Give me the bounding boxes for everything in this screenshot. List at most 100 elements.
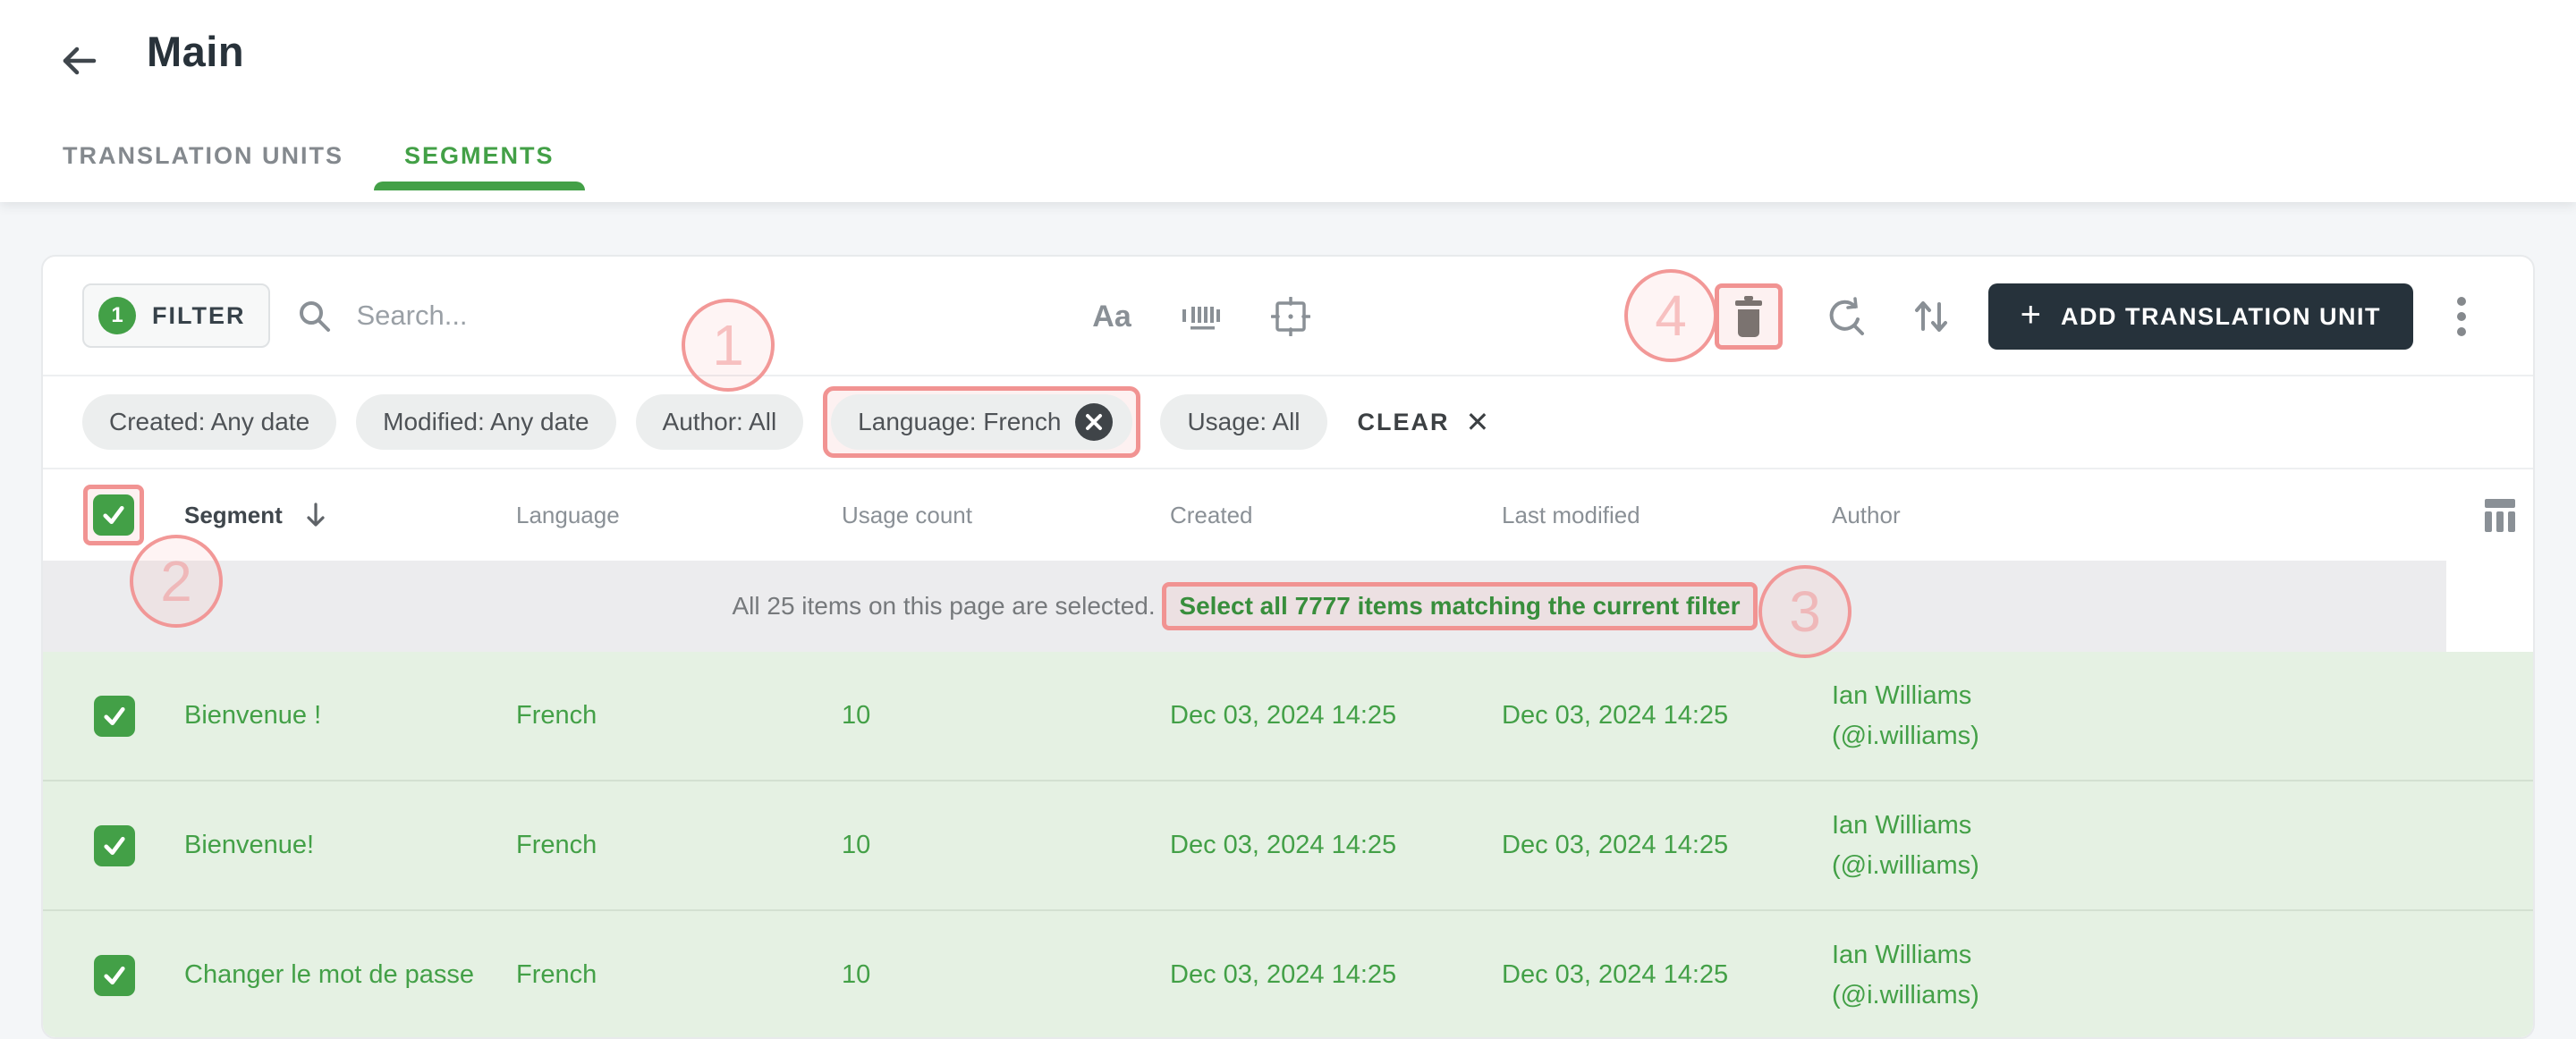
search-options: Aa [1080,257,1322,376]
author-name: Ian Williams [1832,810,1972,840]
usage-count-cell: 10 [842,831,871,859]
filter-chip-usage[interactable]: Usage: All [1160,394,1327,450]
checkmark-icon [103,505,124,525]
page-title: Main [147,28,245,75]
toolbar-actions: + ADD TRANSLATION UNIT [1714,257,2483,376]
usage-count-cell: 10 [842,701,871,730]
refresh-icon [1824,295,1867,338]
language-cell: French [516,831,597,859]
language-cell: French [516,960,597,989]
author-cell: Ian Williams (@i.williams) [1832,806,2443,886]
segment-cell: Bienvenue! [184,831,315,860]
selection-banner: All 25 items on this page are selected. … [43,561,2446,652]
usage-count-cell: 10 [842,960,871,989]
tab-translation-units[interactable]: TRANSLATION UNITS [63,142,343,169]
column-header-last-modified[interactable]: Last modified [1502,501,1640,528]
select-all-matching-link[interactable]: Select all 7777 items matching the curre… [1179,592,1741,620]
author-handle: (@i.williams) [1832,980,1979,1009]
columns-settings-button[interactable] [2482,495,2518,535]
created-cell: Dec 03, 2024 14:25 [1170,960,1397,989]
row-checkbox[interactable] [94,695,135,737]
close-icon: ✕ [1465,406,1492,438]
column-header-author[interactable]: Author [1832,501,1901,528]
annotation-box-language-chip: Language: French [823,386,1141,458]
last-modified-cell: Dec 03, 2024 14:25 [1502,960,1729,989]
last-modified-cell: Dec 03, 2024 14:25 [1502,831,1729,859]
delete-button[interactable] [1727,290,1770,343]
created-cell: Dec 03, 2024 14:25 [1170,831,1397,859]
columns-icon [2485,499,2515,532]
author-cell: Ian Williams (@i.williams) [1832,676,2443,756]
segments-panel: 1 FILTER Aa [41,255,2535,1039]
trash-icon [1729,293,1768,340]
row-checkbox[interactable] [94,824,135,866]
sort-button[interactable] [1910,290,1953,343]
segment-cell: Bienvenue ! [184,701,322,731]
annotation-box-select-all [83,485,144,545]
column-header-created[interactable]: Created [1170,501,1253,528]
add-translation-unit-button[interactable]: + ADD TRANSLATION UNIT [1987,283,2413,350]
clear-filters-button[interactable]: CLEAR ✕ [1358,405,1492,439]
table-row[interactable]: Bienvenue! French 10 Dec 03, 2024 14:25 … [43,781,2533,911]
filter-chip-language[interactable]: Language: French [831,394,1133,450]
checkmark-icon [104,966,125,984]
annotation-box-delete [1714,283,1783,350]
selection-banner-text: All 25 items on this page are selected. [732,592,1156,620]
table-header: Segment Language Usage count Created Las… [43,469,2533,561]
sort-desc-icon [307,503,325,527]
back-button[interactable] [55,38,102,84]
refresh-search-button[interactable] [1824,290,1867,343]
checkmark-icon [104,706,125,725]
language-cell: French [516,701,597,730]
author-cell: Ian Williams (@i.williams) [1832,935,2443,1016]
match-placeholders-button[interactable] [1170,285,1233,348]
table-body: Bienvenue ! French 10 Dec 03, 2024 14:25… [43,652,2533,1037]
table-row[interactable]: Bienvenue ! French 10 Dec 03, 2024 14:25… [43,652,2533,781]
chip-remove-button[interactable] [1075,403,1114,441]
add-translation-unit-label: ADD TRANSLATION UNIT [2061,302,2381,330]
last-modified-cell: Dec 03, 2024 14:25 [1502,701,1729,730]
more-options-button[interactable] [2440,290,2483,343]
tab-bar: TRANSLATION UNITS SEGMENTS [32,113,585,202]
filter-count-badge: 1 [98,297,136,334]
match-case-button[interactable]: Aa [1080,285,1143,348]
created-cell: Dec 03, 2024 14:25 [1170,701,1397,730]
author-name: Ian Williams [1832,940,1972,969]
tab-segments[interactable]: SEGMENTS [373,142,585,202]
app-header: Main TRANSLATION UNITS SEGMENTS [0,0,2576,202]
chip-label: Author: All [662,408,777,435]
author-name: Ian Williams [1832,680,1972,710]
crosshair-frame-icon [1271,297,1310,336]
filter-chip-created[interactable]: Created: Any date [82,394,337,450]
column-header-segment[interactable]: Segment [143,501,516,529]
column-label: Segment [184,501,283,528]
chip-label: Language: French [858,408,1062,435]
annotation-box-select-all-link: Select all 7777 items matching the curre… [1162,582,1758,630]
chip-label: Created: Any date [109,408,310,435]
search-box [295,297,983,334]
column-header-language[interactable]: Language [516,501,620,528]
arrow-left-icon [59,41,98,80]
plus-icon: + [2020,295,2042,334]
author-handle: (@i.williams) [1832,850,1979,880]
kebab-menu-icon [2456,294,2467,339]
table-row[interactable]: Changer le mot de passe French 10 Dec 03… [43,911,2533,1037]
checkmark-icon [104,836,125,855]
column-header-usage-count[interactable]: Usage count [842,501,972,528]
barcode-icon [1181,299,1222,334]
segment-cell: Changer le mot de passe [184,960,475,990]
close-icon [1086,414,1103,430]
toolbar: 1 FILTER Aa [43,257,2533,376]
row-checkbox[interactable] [94,954,135,996]
search-input[interactable] [356,300,983,332]
exact-match-button[interactable] [1259,285,1322,348]
filter-chip-author[interactable]: Author: All [635,394,804,450]
filter-button[interactable]: 1 FILTER [82,283,271,348]
search-icon [295,297,333,334]
select-all-checkbox[interactable] [93,494,134,536]
chip-label: Modified: Any date [383,408,589,435]
filter-chip-modified[interactable]: Modified: Any date [356,394,616,450]
match-case-icon: Aa [1092,299,1131,334]
filter-chips-row: Created: Any date Modified: Any date Aut… [43,376,2533,469]
chip-label: Usage: All [1187,408,1301,435]
